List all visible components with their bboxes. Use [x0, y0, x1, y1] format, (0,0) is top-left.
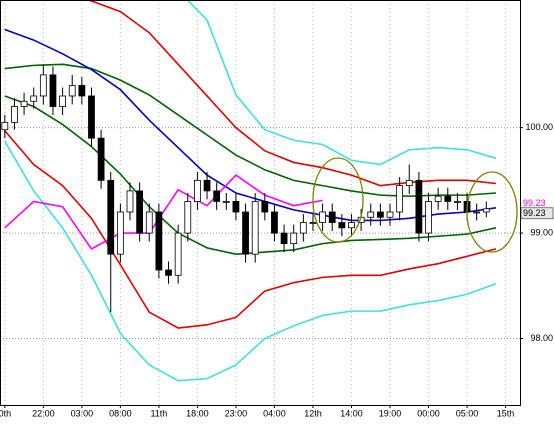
candle-body — [78, 85, 86, 97]
candle-body — [405, 179, 413, 187]
candle-body — [242, 211, 249, 255]
x-tick-label: 03:00 — [71, 408, 94, 418]
candle-body — [213, 190, 221, 202]
candle-body — [20, 100, 28, 107]
candle-body — [1, 121, 9, 131]
y-tick-label: 98.00 — [530, 333, 553, 343]
indicator-line — [86, 0, 497, 187]
indicator-line — [4, 140, 497, 382]
labels: 98.00 99.00 100.00 0th 22:00 03:00 08:00 11th 18… — [0, 122, 554, 418]
candle-body — [30, 95, 38, 102]
y-tick-label: 99.00 — [530, 227, 553, 237]
candle-body — [116, 211, 124, 255]
indicator-value-label: 99.23 — [523, 198, 546, 208]
candle-body — [271, 211, 278, 234]
candle-body — [11, 106, 18, 123]
candle-body — [59, 95, 66, 107]
candle-body — [39, 74, 47, 97]
y-tick-label: 100.00 — [525, 122, 553, 132]
x-tick-label: 14:00 — [340, 408, 363, 418]
x-tick-label: 08:00 — [109, 408, 132, 418]
current-price-box — [520, 207, 554, 220]
candles — [1, 64, 490, 313]
highlight-circle — [466, 171, 518, 253]
x-tick-label: 11th — [150, 408, 167, 418]
candle-body — [194, 179, 201, 202]
candle-body — [309, 222, 317, 224]
lines — [4, 0, 497, 382]
x-tick-label: 15th — [497, 408, 515, 418]
candle-body — [136, 190, 144, 234]
plot-frame — [0, 0, 521, 406]
candle-body — [68, 85, 76, 97]
candle-body — [367, 211, 375, 218]
indicator-line — [186, 0, 497, 166]
candle-body — [425, 201, 432, 234]
candle-body — [251, 201, 259, 255]
candle-body — [454, 201, 461, 203]
candle-body — [444, 195, 452, 202]
candle-body — [184, 201, 192, 234]
x-tick-label: 04:00 — [263, 408, 286, 418]
x-tick-label: 00:00 — [417, 408, 440, 418]
candle-body — [434, 195, 442, 202]
candle-body — [97, 137, 105, 181]
candle-body — [280, 232, 288, 245]
candle-body — [174, 232, 182, 276]
candle-body — [415, 179, 423, 234]
candle-body — [338, 222, 346, 229]
candle-body — [376, 211, 384, 218]
candle-body — [49, 74, 57, 107]
candle-body — [261, 201, 269, 213]
candle-body — [386, 211, 394, 218]
indicator-line — [4, 95, 497, 255]
x-tick-label: 12th — [304, 408, 322, 418]
candle-body — [328, 211, 336, 223]
candle-body — [290, 232, 298, 245]
indicator-line — [4, 130, 497, 329]
current-price-label: 99.23 — [523, 208, 546, 218]
x-tick-label: 19:00 — [379, 408, 402, 418]
candle-body — [145, 211, 153, 234]
candle-body — [348, 222, 355, 229]
highlight-circle — [312, 157, 364, 243]
x-tick-label: 05:00 — [456, 408, 479, 418]
candle-body — [473, 211, 481, 214]
candle-body — [232, 201, 240, 213]
candle-body — [165, 269, 172, 276]
candle-body — [222, 201, 230, 203]
candle-body — [319, 211, 326, 223]
candle-body — [126, 190, 134, 213]
candle-body — [88, 95, 95, 139]
indicator-line — [4, 174, 323, 250]
x-tick-label: 18:00 — [186, 408, 209, 418]
x-tick-label: 22:00 — [32, 408, 55, 418]
candle-body — [396, 185, 404, 213]
candle-body — [299, 222, 307, 234]
candle-body — [203, 179, 211, 192]
candle-body — [482, 208, 490, 213]
candle-body — [107, 179, 115, 255]
x-tick-label: 23:00 — [225, 408, 248, 418]
x-tick-label: 0th — [0, 408, 11, 418]
candle-body — [155, 211, 163, 271]
indicator-line — [4, 28, 497, 222]
